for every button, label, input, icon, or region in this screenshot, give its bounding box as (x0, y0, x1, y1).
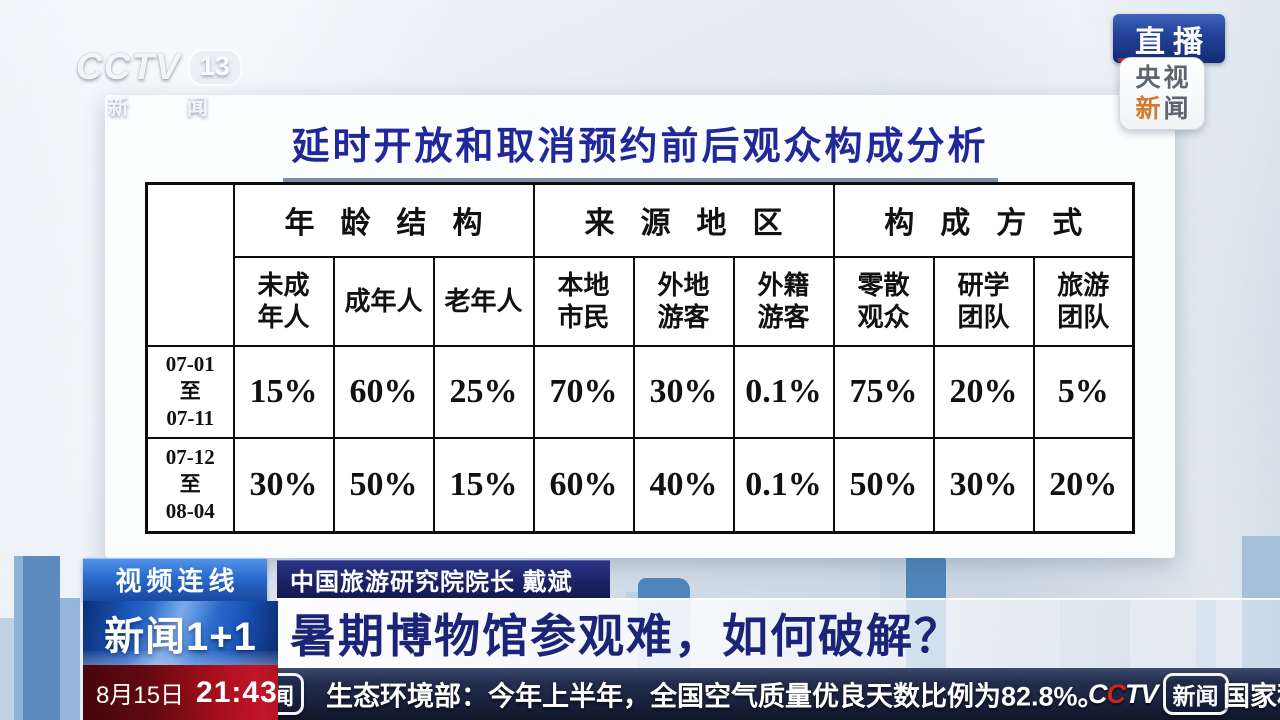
col-header: 研学 团队 (932, 255, 1035, 347)
table-cell-value: 75% (832, 344, 935, 439)
table-corner-cell (145, 182, 235, 347)
col-header: 老年人 (432, 255, 535, 347)
table-cell-value: 25% (432, 344, 535, 439)
ticker-partial-news-logo: 新闻 (278, 673, 304, 715)
table-cell-value: 60% (532, 436, 635, 534)
badge-highlight-char: 新 (1135, 94, 1164, 123)
channel-watermark: CCTV 13 新 闻 (76, 46, 242, 121)
news-ticker: 新闻 生态环境部：今年上半年，全国空气质量优良天数比例为82.8%。 CCTV … (278, 668, 1280, 720)
cctv-news-badge-line1: 央视 (1135, 64, 1192, 92)
ticker-next-headline: 国家税 (1223, 681, 1280, 712)
channel-watermark-subtitle: 新 闻 (108, 96, 234, 119)
table-cell-value: 20% (932, 344, 1035, 439)
group-header-origin: 来源地区 (532, 182, 835, 258)
headline-text: 暑期博物馆参观难，如何破解？ (290, 610, 962, 662)
cctv-red-letter: C (1106, 678, 1126, 709)
broadcast-time: 21:43 (196, 675, 278, 709)
table-cell-value: 30% (932, 436, 1035, 534)
table-cell-value: 15% (232, 344, 335, 439)
statistics-panel: 延时开放和取消预约前后观众构成分析 年龄结构 来源地区 构成方式 未成 年人 成年… (105, 95, 1175, 558)
channel-number-pill: 13 (187, 48, 242, 86)
skyline-building (0, 618, 14, 720)
group-header-age: 年龄结构 (232, 182, 535, 258)
col-header: 外籍 游客 (732, 255, 835, 347)
table-row: 07-01 至 07-11 15% 60% 25% 70% 30% 0.1% 7… (145, 344, 1135, 439)
period-cell: 07-12 至 08-04 (145, 436, 235, 534)
col-header: 旅游 团队 (1032, 255, 1135, 347)
col-header: 成年人 (332, 255, 435, 347)
live-badge: 直播 (1113, 14, 1225, 63)
date-time-bar: 8月15日 21:43 (83, 665, 278, 720)
table-cell-value: 0.1% (732, 436, 835, 534)
speaker-name: 中国旅游研究院院长 戴斌 (290, 568, 573, 596)
table-cell-value: 30% (232, 436, 335, 534)
col-header: 零散 观众 (832, 255, 935, 347)
table-cell-value: 15% (432, 436, 535, 534)
table-title: 延时开放和取消预约前后观众构成分析 (291, 126, 989, 168)
cctv-news-ticker-logo: CCTV 新闻 (1088, 673, 1229, 715)
cctv-letters: CCTV (1088, 678, 1159, 709)
ticker-headline: 生态环境部：今年上半年，全国空气质量优良天数比例为82.8%。 (326, 681, 1105, 712)
table-cell-value: 70% (532, 344, 635, 439)
title-underline (282, 178, 998, 182)
table-cell-value: 0.1% (732, 344, 835, 439)
table-cell-value: 40% (632, 436, 735, 534)
table-cell-value: 30% (632, 344, 735, 439)
table-subheader-row: 未成 年人 成年人 老年人 本地 市民 外地 游客 外籍 游客 零散 观众 研学 团队 旅游… (147, 255, 1135, 347)
program-tag-video-link: 视频连线 (83, 558, 267, 601)
col-header: 未成 年人 (232, 255, 335, 347)
program-logo-news1plus1: 新闻1+1 (83, 601, 278, 665)
cctv-news-pill: 新闻 (1162, 673, 1229, 715)
visitor-composition-table: 年龄结构 来源地区 构成方式 未成 年人 成年人 老年人 本地 市民 外地 游客 外籍… (145, 182, 1135, 534)
table-cell-value: 50% (332, 436, 435, 534)
table-cell-value: 60% (332, 344, 435, 439)
group-header-composition: 构成方式 (832, 182, 1135, 258)
broadcast-date: 8月15日 (96, 682, 185, 709)
speaker-name-bar: 中国旅游研究院院长 戴斌 (277, 560, 610, 598)
col-header: 外地 游客 (632, 255, 735, 347)
program-logo-text: 新闻1+1 (104, 615, 257, 659)
cctv-news-badge-line2: 新闻 (1132, 94, 1191, 125)
period-cell: 07-01 至 07-11 (145, 344, 235, 439)
table-cell-value: 5% (1032, 344, 1135, 439)
badge-rest-char: 闻 (1163, 94, 1192, 123)
channel-watermark-row: CCTV 13 (76, 46, 242, 88)
col-header: 本地 市民 (532, 255, 635, 347)
cctv-logo-text: CCTV (76, 46, 181, 87)
skyline-building (60, 598, 80, 720)
cctv-news-app-badge: 央视 新闻 (1119, 57, 1205, 130)
skyline-building (14, 556, 60, 720)
headline-band: 暑期博物馆参观难，如何破解？ (277, 598, 1280, 668)
table-row: 07-12 至 08-04 30% 50% 15% 60% 40% 0.1% 5… (145, 436, 1135, 534)
table-cell-value: 20% (1032, 436, 1135, 534)
table-cell-value: 50% (832, 436, 935, 534)
table-group-header-row: 年龄结构 来源地区 构成方式 (145, 182, 1135, 347)
